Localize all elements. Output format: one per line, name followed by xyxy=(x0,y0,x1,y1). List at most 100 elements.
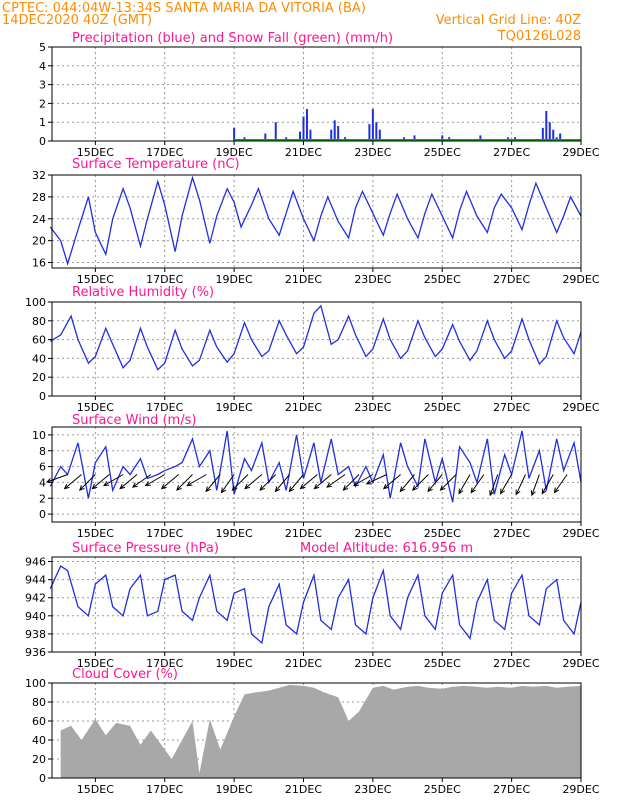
precip-bar xyxy=(441,135,444,141)
precip-bar xyxy=(333,120,336,141)
pressure-subtitle: Model Altitude: 616.956 m xyxy=(300,541,473,556)
pressure-ytick-label: 938 xyxy=(25,628,46,641)
rh-xtick-label: 17DEC xyxy=(146,401,183,414)
wind-vector xyxy=(288,474,304,493)
wind-title: Surface Wind (m/s) xyxy=(72,413,196,428)
temp-ytick-label: 20 xyxy=(32,235,46,248)
precip-bar xyxy=(552,129,555,141)
precip-bar xyxy=(337,125,340,141)
wind-vector xyxy=(176,474,193,491)
pressure-ytick-label: 946 xyxy=(25,556,46,569)
pressure-xtick-label: 25DEC xyxy=(424,657,461,670)
temp-xtick-label: 19DEC xyxy=(216,273,253,286)
wind-vector xyxy=(382,474,401,490)
precip-bar xyxy=(413,135,416,141)
rh-ytick-label: 0 xyxy=(39,390,46,403)
header-line1: CPTEC: 044:04W-13:34S SANTA MARIA DA VIT… xyxy=(2,1,366,16)
wind-vector xyxy=(45,474,68,484)
precip-bar xyxy=(375,122,378,141)
wind-xtick-label: 17DEC xyxy=(146,527,183,540)
temp-xtick-label: 15DEC xyxy=(77,273,114,286)
cloud-xtick-label: 29DEC xyxy=(562,783,599,796)
precip-title: Precipitation (blue) and Snow Fall (gree… xyxy=(72,31,393,46)
precip-xtick-label: 15DEC xyxy=(77,146,114,159)
pressure-series-line xyxy=(49,565,582,645)
rh-series-line xyxy=(49,304,582,371)
precip-xtick-label: 19DEC xyxy=(216,146,253,159)
precip-bar xyxy=(274,122,277,141)
cloud-panel: 0 20 40 60 80 100 15DEC 17DEC 19DEC 21DEC 23DEC 25D… xyxy=(25,667,600,796)
temp-xtick-label: 27DEC xyxy=(493,273,530,286)
rh-xtick-label: 27DEC xyxy=(493,401,530,414)
wind-vector xyxy=(412,474,429,491)
rh-ytick-label: 20 xyxy=(32,371,46,384)
wind-vector xyxy=(500,474,513,495)
wind-vector xyxy=(103,474,124,487)
rh-xtick-label: 29DEC xyxy=(562,401,599,414)
pressure-xtick-label: 15DEC xyxy=(77,657,114,670)
wind-vector xyxy=(144,474,165,487)
wind-vector xyxy=(119,474,138,490)
precip-bar xyxy=(302,116,305,141)
wind-vector xyxy=(244,474,263,490)
cloud-xtick-label: 27DEC xyxy=(493,783,530,796)
precip-ytick-label: 5 xyxy=(39,41,46,54)
wind-xtick-label: 23DEC xyxy=(354,527,391,540)
wind-vector xyxy=(458,474,471,495)
precip-bar xyxy=(541,127,544,141)
pressure-xtick-label: 21DEC xyxy=(285,657,322,670)
precip-bar xyxy=(559,133,562,141)
temp-xtick-label: 29DEC xyxy=(562,273,599,286)
rh-xtick-label: 15DEC xyxy=(77,401,114,414)
precip-bar xyxy=(299,131,302,141)
precip-xtick-label: 17DEC xyxy=(146,146,183,159)
pressure-title: Surface Pressure (hPa) xyxy=(72,541,219,556)
wind-vector xyxy=(515,474,526,496)
wind-vector xyxy=(259,474,277,491)
wind-ytick-label: 10 xyxy=(32,429,46,442)
wind-vector xyxy=(489,474,499,497)
temp-xtick-label: 17DEC xyxy=(146,273,183,286)
cloud-xtick-label: 15DEC xyxy=(77,783,114,796)
wind-vector xyxy=(427,474,443,493)
precip-ytick-label: 2 xyxy=(39,97,46,110)
rh-xtick-label: 19DEC xyxy=(216,401,253,414)
cloud-ytick-label: 80 xyxy=(32,696,46,709)
cloud-ytick-label: 20 xyxy=(32,753,46,766)
precip-xtick-label: 29DEC xyxy=(562,146,599,159)
rh-xtick-label: 25DEC xyxy=(424,401,461,414)
pressure-xtick-label: 27DEC xyxy=(493,657,530,670)
wind-ytick-label: 0 xyxy=(39,508,46,521)
precip-frame xyxy=(51,46,582,142)
wind-xtick-label: 21DEC xyxy=(285,527,322,540)
wind-vector xyxy=(205,474,221,493)
wind-vector xyxy=(274,474,290,493)
wind-vector xyxy=(553,474,568,494)
pressure-ytick-label: 944 xyxy=(25,574,46,587)
pressure-panel: 936 938 940 942 944 946 15DEC 17DEC 19DEC 21DEC 23… xyxy=(25,541,600,670)
temp-ytick-label: 32 xyxy=(32,169,46,182)
wind-xtick-label: 19DEC xyxy=(216,527,253,540)
wind-vector xyxy=(91,474,110,490)
temp-xtick-label: 23DEC xyxy=(354,273,391,286)
precip-bar xyxy=(378,129,381,141)
cloud-xtick-label: 23DEC xyxy=(354,783,391,796)
cloud-xtick-label: 21DEC xyxy=(285,783,322,796)
cloud-frame xyxy=(51,682,582,779)
wind-vector xyxy=(530,474,540,497)
cloud-ytick-label: 0 xyxy=(39,772,46,785)
pressure-xtick-label: 23DEC xyxy=(354,657,391,670)
cloud-ytick-label: 100 xyxy=(25,677,46,690)
wind-vector xyxy=(342,474,360,491)
wind-xtick-label: 25DEC xyxy=(424,527,461,540)
pressure-frame xyxy=(51,556,582,653)
rh-xtick-label: 23DEC xyxy=(354,401,391,414)
wind-ytick-label: 8 xyxy=(39,445,46,458)
header-grid-line: Vertical Grid Line: 40Z xyxy=(436,13,581,28)
precip-bar xyxy=(233,127,236,141)
temp-xtick-label: 25DEC xyxy=(424,273,461,286)
wind-vector xyxy=(78,474,96,491)
wind-vector xyxy=(220,474,235,494)
